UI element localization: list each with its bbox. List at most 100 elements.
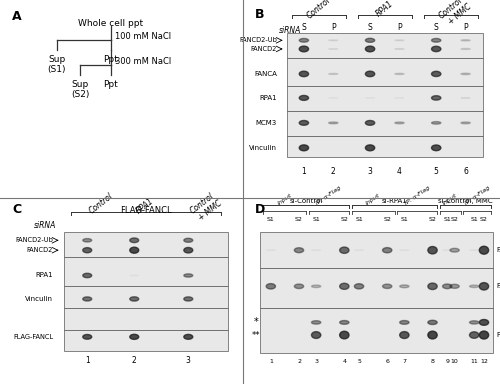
Text: RPA1: RPA1 [134,197,156,216]
Text: 300 mM NaCl: 300 mM NaCl [116,57,172,66]
Text: RPA1: RPA1 [36,273,53,278]
Ellipse shape [340,283,349,290]
Text: 11: 11 [470,359,478,364]
Text: 2: 2 [297,359,301,364]
Ellipse shape [450,284,459,288]
Ellipse shape [428,320,437,324]
Ellipse shape [432,122,441,124]
Ellipse shape [184,274,193,277]
Text: S2: S2 [384,217,391,222]
FancyBboxPatch shape [287,58,483,86]
Text: 4: 4 [397,167,402,176]
Text: S2: S2 [428,217,436,222]
Ellipse shape [299,96,308,100]
Text: si-Control: si-Control [290,198,323,204]
Ellipse shape [294,248,304,253]
Ellipse shape [366,38,374,42]
Ellipse shape [442,284,452,289]
Ellipse shape [328,122,338,124]
Ellipse shape [432,96,441,100]
Ellipse shape [480,283,488,290]
Text: S: S [434,23,438,32]
Text: Control: Control [188,192,216,216]
Text: 6: 6 [386,359,389,364]
Text: 5: 5 [434,167,438,176]
Text: S1: S1 [312,217,320,222]
Text: Vinculin: Vinculin [25,296,53,302]
Text: S1: S1 [444,217,451,222]
Ellipse shape [395,122,404,124]
Text: 2: 2 [132,356,136,365]
Ellipse shape [83,273,92,278]
Text: **: ** [252,331,260,339]
Ellipse shape [432,46,441,52]
Text: Sup
(S2): Sup (S2) [71,80,90,99]
Text: Control: Control [305,0,332,21]
Ellipse shape [184,334,193,339]
Text: S2: S2 [450,217,458,222]
Ellipse shape [340,247,349,253]
Ellipse shape [312,321,321,324]
Ellipse shape [130,247,138,253]
Ellipse shape [354,284,364,289]
Ellipse shape [299,46,308,52]
Text: FANCD2: FANCD2 [250,46,277,52]
Text: S1: S1 [400,217,408,222]
Ellipse shape [400,321,409,324]
Ellipse shape [184,238,193,242]
Text: 2: 2 [331,167,336,176]
Ellipse shape [83,238,92,242]
Ellipse shape [184,297,193,301]
Ellipse shape [428,331,437,339]
Text: P: P [397,23,402,32]
Ellipse shape [461,122,470,124]
Text: S2: S2 [480,217,488,222]
FancyBboxPatch shape [64,257,228,286]
Text: + MMC: + MMC [446,2,473,26]
Ellipse shape [312,285,321,288]
Ellipse shape [480,331,488,339]
Ellipse shape [130,238,138,243]
Text: MCM3: MCM3 [256,120,277,126]
Text: 8: 8 [430,359,434,364]
Text: Control: Control [88,192,115,216]
Ellipse shape [294,284,304,288]
Ellipse shape [299,121,308,125]
Text: Ppt: Ppt [104,55,118,64]
Ellipse shape [470,321,479,324]
Text: 3: 3 [314,359,318,364]
Ellipse shape [184,247,193,253]
Ellipse shape [130,297,138,301]
Text: 10: 10 [450,359,458,364]
Ellipse shape [480,246,488,254]
Text: 1: 1 [269,359,273,364]
Ellipse shape [366,46,374,52]
Text: FANCD2: FANCD2 [27,247,53,253]
Ellipse shape [83,334,92,339]
Text: si-Control, MMC: si-Control, MMC [438,198,493,204]
Text: P: P [331,23,336,32]
Ellipse shape [366,121,374,125]
Text: 1: 1 [85,356,89,365]
Text: S: S [302,23,306,32]
Text: Control: Control [438,0,464,21]
Text: Ppt: Ppt [104,80,118,89]
Text: FANCA: FANCA [496,283,500,289]
Text: siRNA: siRNA [280,26,302,35]
Ellipse shape [400,331,409,339]
Text: Input: Input [365,192,382,206]
Text: FANCD2-Ub: FANCD2-Ub [16,237,53,243]
Text: 100 mM NaCl: 100 mM NaCl [116,32,172,41]
Ellipse shape [382,248,392,253]
Ellipse shape [130,334,138,339]
Ellipse shape [299,38,308,42]
Text: *: * [254,318,258,328]
Ellipse shape [266,284,276,289]
Text: RPA1: RPA1 [260,95,277,101]
Ellipse shape [382,284,392,288]
Ellipse shape [428,283,437,290]
Text: 3: 3 [186,356,190,365]
Ellipse shape [432,71,441,76]
Text: 6: 6 [463,167,468,176]
Ellipse shape [340,331,349,339]
